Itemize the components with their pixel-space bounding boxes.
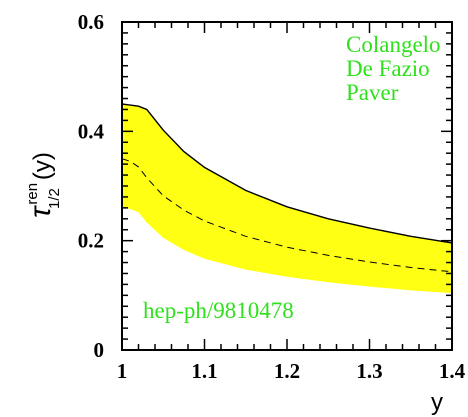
- x-axis-title: y: [431, 389, 443, 416]
- axis-labels: 1 1.1 1.2 1.3 1.4 0 0.2 0.4 0.6 y τren 1/2(y): [24, 10, 466, 416]
- x-tick-label: 1.3: [356, 359, 382, 383]
- y-axis-title: τren 1/2(y): [24, 152, 63, 218]
- uncertainty-band: [122, 104, 452, 294]
- y-tick-label: 0.2: [78, 229, 104, 253]
- y-tick-label: 0: [94, 338, 105, 362]
- annotation-arxiv-id: hep-ph/9810478: [143, 298, 294, 323]
- x-tick-label: 1.2: [274, 359, 300, 383]
- annotation-author-1: Colangelo: [346, 32, 441, 57]
- y-tick-label: 0.4: [78, 119, 105, 143]
- x-tick-label: 1.4: [439, 359, 466, 383]
- y-tick-label: 0.6: [78, 10, 104, 34]
- y-axis-title-text: τren 1/2(y): [24, 152, 63, 218]
- series-central-dashed-line: [121, 158, 453, 273]
- x-tick-label: 1: [117, 359, 128, 383]
- annotation-author-3: Paver: [346, 80, 399, 105]
- plot-area: [121, 103, 453, 294]
- x-tick-label: 1.1: [191, 359, 217, 383]
- annotation-author-2: De Fazio: [346, 56, 430, 81]
- series-upper-line: [121, 103, 453, 244]
- axis-ticks: [121, 21, 453, 351]
